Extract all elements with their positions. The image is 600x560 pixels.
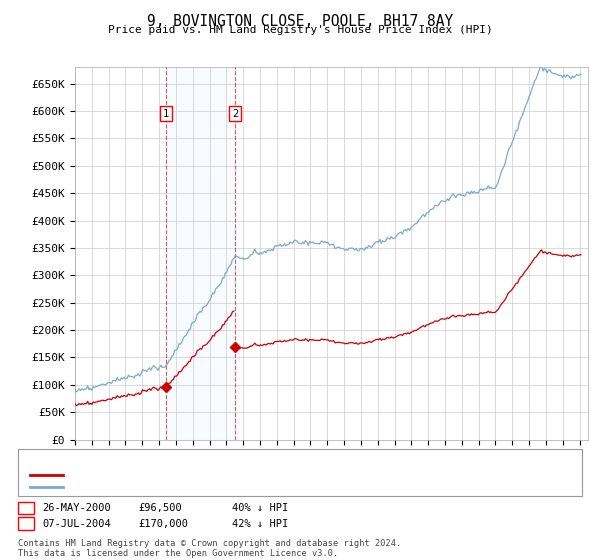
Text: 42% ↓ HPI: 42% ↓ HPI: [232, 519, 288, 529]
Text: Price paid vs. HM Land Registry's House Price Index (HPI): Price paid vs. HM Land Registry's House …: [107, 25, 493, 35]
Text: HPI: Average price, detached house, Bournemouth Christchurch and Poole: HPI: Average price, detached house, Bour…: [69, 482, 489, 492]
Text: 1: 1: [23, 503, 29, 513]
Text: 40% ↓ HPI: 40% ↓ HPI: [232, 503, 288, 513]
Text: 1: 1: [163, 109, 169, 119]
Text: £96,500: £96,500: [139, 503, 182, 513]
Text: Contains HM Land Registry data © Crown copyright and database right 2024.
This d: Contains HM Land Registry data © Crown c…: [18, 539, 401, 558]
Text: 26-MAY-2000: 26-MAY-2000: [43, 503, 112, 513]
Text: 07-JUL-2004: 07-JUL-2004: [43, 519, 112, 529]
Text: 9, BOVINGTON CLOSE, POOLE, BH17 8AY (detached house): 9, BOVINGTON CLOSE, POOLE, BH17 8AY (det…: [69, 470, 381, 480]
Text: 2: 2: [23, 519, 29, 529]
Bar: [166, 67, 235, 440]
Text: 9, BOVINGTON CLOSE, POOLE, BH17 8AY: 9, BOVINGTON CLOSE, POOLE, BH17 8AY: [147, 14, 453, 29]
Text: 2: 2: [232, 109, 238, 119]
Text: £170,000: £170,000: [139, 519, 188, 529]
